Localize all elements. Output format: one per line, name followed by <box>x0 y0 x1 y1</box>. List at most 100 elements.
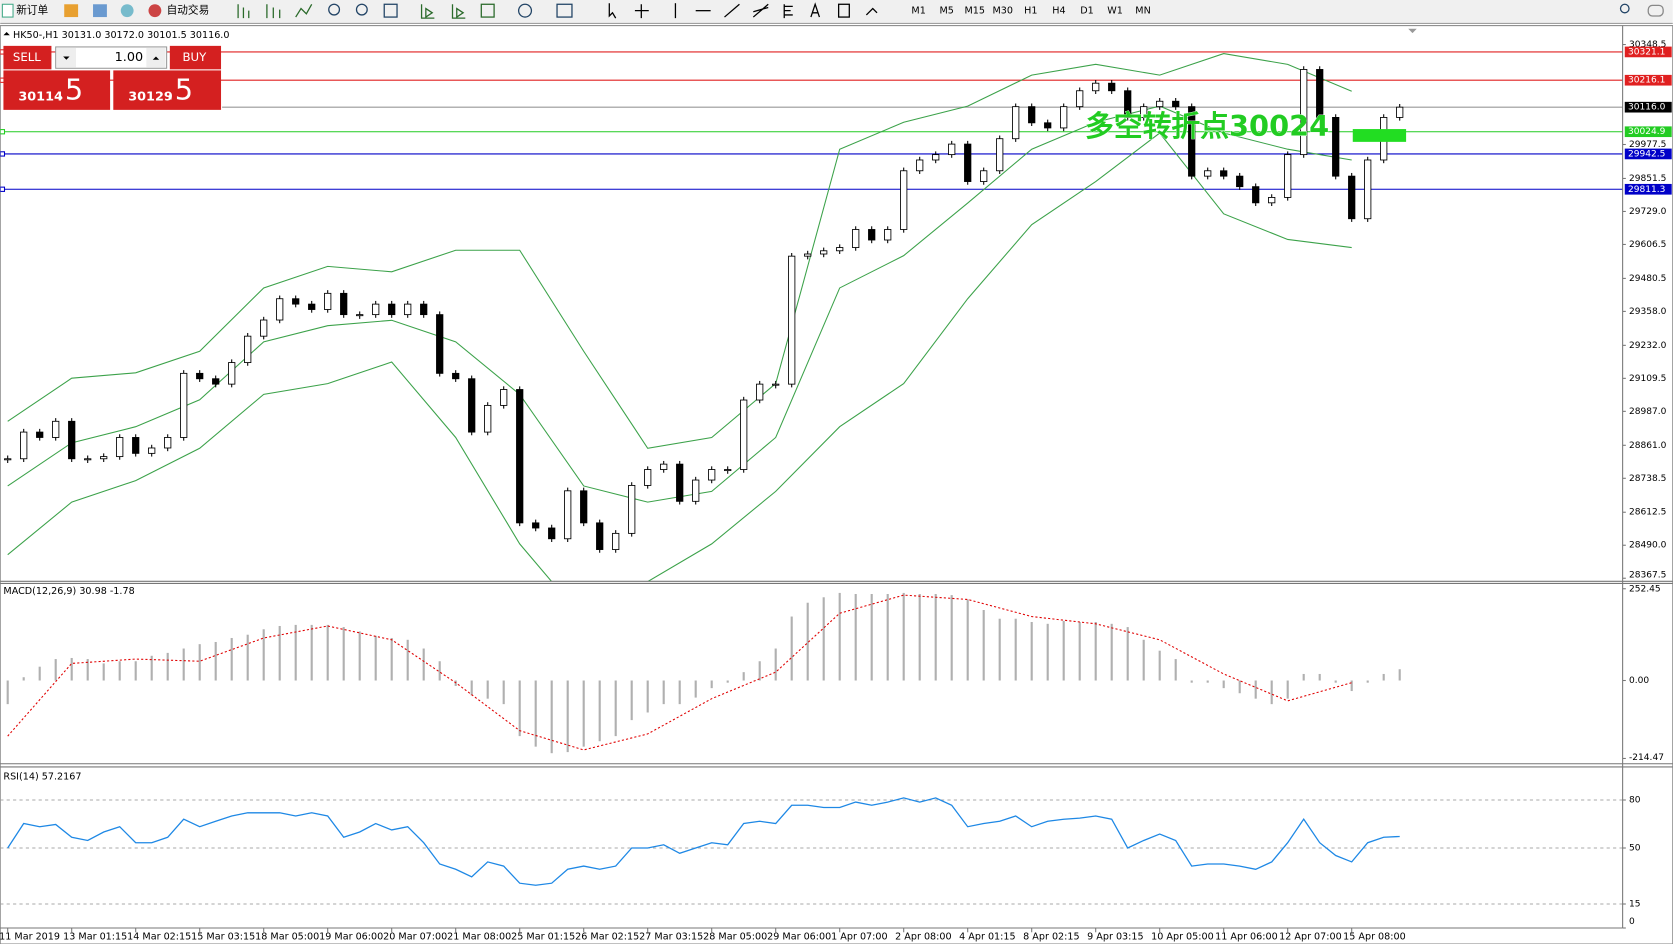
macd-bar <box>950 595 953 681</box>
candle <box>1172 100 1180 108</box>
candle <box>388 303 396 316</box>
level-marker <box>0 186 6 192</box>
candle <box>884 229 892 241</box>
icon[interactable] <box>451 4 466 19</box>
macd-bar <box>534 680 537 747</box>
macd-bar <box>1382 673 1385 681</box>
macd-bar <box>1270 680 1273 705</box>
time-label: 11 Mar 2019 <box>0 932 60 943</box>
auto-trading-button[interactable]: 自动交易 <box>148 4 210 18</box>
macd-bar <box>326 624 329 681</box>
candle <box>708 469 716 481</box>
timeframe-button[interactable]: M5 <box>939 6 953 17</box>
icon[interactable] <box>93 4 107 18</box>
candle <box>244 335 252 364</box>
macd-bar <box>262 629 265 681</box>
new-order-button[interactable]: 新订单 <box>1 4 49 18</box>
timeframe-button[interactable]: M15 <box>964 6 985 17</box>
icon[interactable] <box>837 3 850 18</box>
icon[interactable] <box>517 3 533 18</box>
icon[interactable] <box>556 3 573 18</box>
macd-bar <box>310 624 313 681</box>
candle <box>756 383 764 401</box>
chat-icon[interactable] <box>1647 4 1664 17</box>
macd-bar <box>518 680 521 737</box>
buy-price-box[interactable] <box>113 70 222 110</box>
icon[interactable] <box>420 4 435 19</box>
macd-bar <box>982 609 985 681</box>
search-icon[interactable] <box>1619 3 1630 14</box>
icon[interactable] <box>383 3 398 18</box>
icon[interactable] <box>237 4 250 19</box>
icon[interactable] <box>328 3 341 16</box>
icon[interactable] <box>480 3 495 18</box>
time-axis: 11 Mar 2019 13 Mar 01:15 14 Mar 02:15 15 Ma… <box>0 928 1406 943</box>
candle <box>484 404 492 433</box>
timeframe-button[interactable]: H1 <box>1024 6 1037 17</box>
icon[interactable] <box>64 4 79 18</box>
macd-bar <box>166 652 169 681</box>
y-tick-label: 29232.0 <box>1629 341 1667 351</box>
macd-bar <box>822 597 825 681</box>
candle <box>644 469 652 486</box>
icon[interactable] <box>865 7 878 16</box>
icon[interactable] <box>752 3 769 18</box>
candle <box>1348 175 1356 220</box>
icon[interactable] <box>355 3 368 16</box>
macd-bar <box>854 594 857 681</box>
icon[interactable] <box>634 4 649 19</box>
timeframe-button[interactable]: M30 <box>993 6 1014 17</box>
one-click-trading: SELL 1.00 BUY 30114 .5 30129 .5 <box>3 45 222 110</box>
timeframe-button[interactable]: M1 <box>911 6 925 17</box>
macd-bar <box>614 680 617 737</box>
toolbar-bg <box>0 0 1673 24</box>
candle <box>660 463 668 470</box>
macd-bar <box>1206 680 1209 683</box>
candle <box>1300 69 1308 156</box>
timeframe-button[interactable]: MN <box>1135 6 1150 17</box>
candle <box>532 522 540 529</box>
buy-button[interactable] <box>169 45 222 70</box>
sell-button[interactable] <box>3 45 52 70</box>
buy-price-pips: .5 <box>166 73 193 107</box>
y-tick-label: 50 <box>1629 844 1641 854</box>
macd-bar <box>358 631 361 681</box>
macd-bar <box>1046 623 1049 681</box>
time-label: 1 Apr 07:00 <box>831 932 887 943</box>
buy-label: BUY <box>182 50 207 64</box>
candle <box>68 420 76 460</box>
icon[interactable] <box>295 3 313 18</box>
macd-bar <box>646 680 649 713</box>
price-pane <box>0 49 1623 582</box>
macd-bar <box>1110 623 1113 681</box>
y-tick-label: 29851.5 <box>1629 174 1666 184</box>
macd-bar <box>230 637 233 681</box>
candle <box>116 437 124 458</box>
macd-bar <box>934 594 937 681</box>
candle <box>1220 170 1228 177</box>
icon[interactable] <box>608 3 617 19</box>
sell-price-box[interactable] <box>3 70 111 110</box>
timeframe-button[interactable]: W1 <box>1107 6 1123 17</box>
time-label: 28 Mar 05:00 <box>703 932 767 943</box>
icon[interactable] <box>120 4 134 18</box>
icon[interactable] <box>724 3 740 18</box>
icon[interactable] <box>266 4 281 19</box>
time-label: 20 Mar 07:00 <box>383 932 447 943</box>
icon[interactable] <box>783 4 793 19</box>
time-label: 4 Apr 01:15 <box>959 932 1015 943</box>
candle <box>260 319 268 337</box>
macd-bar <box>998 618 1001 681</box>
candle <box>324 292 332 310</box>
timeframe-button[interactable]: D1 <box>1080 6 1094 17</box>
macd-bar <box>54 659 57 681</box>
macd-bar <box>214 641 217 681</box>
candle <box>372 303 380 316</box>
candle <box>292 298 300 305</box>
candle <box>628 484 636 534</box>
timeframe-button[interactable]: H4 <box>1052 6 1065 17</box>
candle <box>84 458 92 461</box>
icon[interactable] <box>810 2 821 18</box>
lots-input[interactable] <box>55 46 168 69</box>
